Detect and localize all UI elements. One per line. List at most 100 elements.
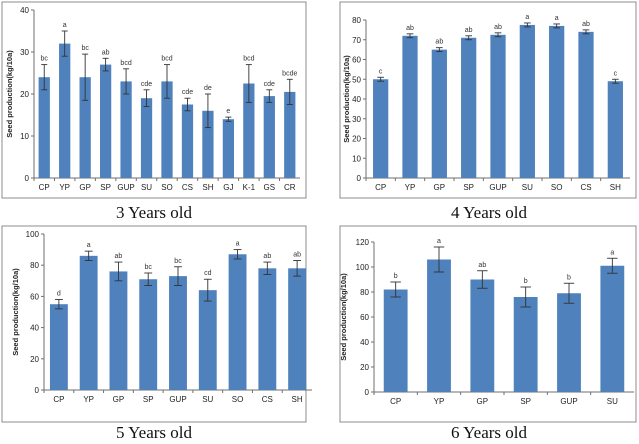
y-tick-label: 10: [352, 154, 361, 163]
y-tick-label: 20: [360, 363, 369, 372]
y-tick-label: 30: [20, 48, 29, 57]
chart-panel-5-years: 0 20 40 60 80 100 d CP a YP ab GP bc SP bc GUP cd SU a SO ab…: [1, 225, 312, 442]
bar-sh: [202, 110, 214, 178]
y-tick-label: 40: [30, 324, 39, 333]
category-label: CP: [390, 397, 401, 406]
category-label: GP: [434, 183, 446, 192]
significance-letter: ab: [435, 39, 443, 46]
category-label: GUP: [560, 397, 577, 406]
y-tick-label: 70: [352, 36, 361, 45]
y-tick-label: 100: [356, 263, 370, 272]
bar-cp: [373, 79, 389, 178]
bar-cp: [383, 289, 408, 392]
y-tick-label: 40: [20, 6, 29, 15]
y-tick-label: 0: [25, 174, 30, 183]
category-label: GUP: [169, 395, 186, 404]
bar-yp: [79, 255, 98, 390]
significance-letter: bcd: [161, 56, 172, 63]
significance-letter: a: [63, 22, 67, 29]
category-label: GJ: [223, 183, 233, 192]
bar-su: [140, 98, 153, 178]
y-tick-label: 0: [365, 388, 370, 397]
y-tick-label: 120: [356, 238, 370, 247]
significance-letter: e: [226, 108, 230, 115]
panel-frame: [1, 1, 307, 199]
bar-cs: [578, 31, 594, 178]
category-label: GP: [113, 395, 125, 404]
bar-sp: [99, 64, 112, 178]
y-tick-label: 60: [30, 292, 39, 301]
category-label: SO: [232, 395, 244, 404]
bar-yp: [402, 35, 418, 178]
significance-letter: bcd: [120, 60, 131, 67]
category-label: SO: [551, 183, 563, 192]
category-label: CP: [375, 183, 386, 192]
category-label: GUP: [489, 183, 506, 192]
category-label: GP: [79, 183, 91, 192]
bar-su: [198, 290, 217, 390]
significance-letter: a: [555, 15, 559, 22]
category-label: SU: [522, 183, 533, 192]
bar-sp: [513, 297, 538, 392]
significance-letter: ab: [465, 27, 473, 34]
y-tick-label: 20: [352, 135, 361, 144]
category-label: YP: [405, 183, 416, 192]
category-label: YP: [83, 395, 94, 404]
bar-gp: [109, 271, 128, 390]
significance-letter: cde: [141, 81, 152, 88]
bar-cp: [38, 77, 50, 178]
category-label: SP: [100, 183, 111, 192]
bar-gup: [490, 34, 506, 178]
y-tick-label: 60: [360, 313, 369, 322]
significance-letter: bcde: [282, 70, 297, 77]
y-axis-title: Seed production(kg/10a): [11, 268, 20, 356]
y-tick-label: 80: [30, 261, 39, 270]
bar-gp: [431, 49, 447, 178]
panel-caption: 5 Years old: [116, 423, 193, 442]
bar-gj: [222, 119, 235, 178]
y-tick-label: 20: [30, 355, 39, 364]
bar-cr: [284, 91, 296, 178]
category-label: YP: [434, 397, 445, 406]
significance-letter: a: [87, 242, 91, 249]
significance-letter: bc: [41, 56, 49, 63]
y-tick-label: 100: [26, 230, 40, 239]
significance-letter: ab: [582, 21, 590, 28]
significance-letter: ab: [478, 262, 486, 269]
category-label: SH: [292, 395, 303, 404]
category-label: YP: [59, 183, 70, 192]
category-label: CR: [284, 183, 296, 192]
category-label: K-1: [243, 183, 256, 192]
bar-gp: [470, 279, 495, 392]
significance-letter: a: [610, 249, 614, 256]
y-tick-label: 0: [357, 174, 362, 183]
significance-letter: a: [437, 238, 441, 245]
y-tick-label: 30: [352, 115, 361, 124]
y-tick-label: 40: [352, 95, 361, 104]
category-label: CP: [39, 183, 50, 192]
bar-gup: [169, 276, 187, 390]
significance-letter: ab: [263, 253, 271, 260]
significance-letter: c: [614, 70, 618, 77]
significance-letter: a: [525, 14, 529, 21]
bar-su: [519, 24, 535, 178]
bar-cp: [49, 304, 68, 390]
category-label: SP: [520, 397, 531, 406]
category-label: CS: [580, 183, 591, 192]
category-label: SU: [141, 183, 152, 192]
bar-gup: [120, 81, 132, 178]
y-tick-label: 60: [352, 56, 361, 65]
significance-letter: bc: [145, 264, 153, 271]
bar-yp: [427, 259, 451, 392]
bar-sp: [139, 279, 158, 390]
significance-letter: b: [524, 278, 528, 285]
category-label: SH: [610, 183, 621, 192]
significance-letter: bc: [174, 258, 182, 265]
category-label: SP: [463, 183, 474, 192]
y-tick-label: 10: [20, 132, 29, 141]
y-tick-label: 80: [360, 288, 369, 297]
chart-panel-4-years: 0 10 20 30 40 50 60 70 80 c CP ab YP ab GP ab SP ab GUP a SU…: [339, 1, 637, 222]
bar-gp: [79, 77, 91, 178]
panel-caption: 3 Years old: [116, 203, 193, 222]
category-label: SH: [202, 183, 213, 192]
